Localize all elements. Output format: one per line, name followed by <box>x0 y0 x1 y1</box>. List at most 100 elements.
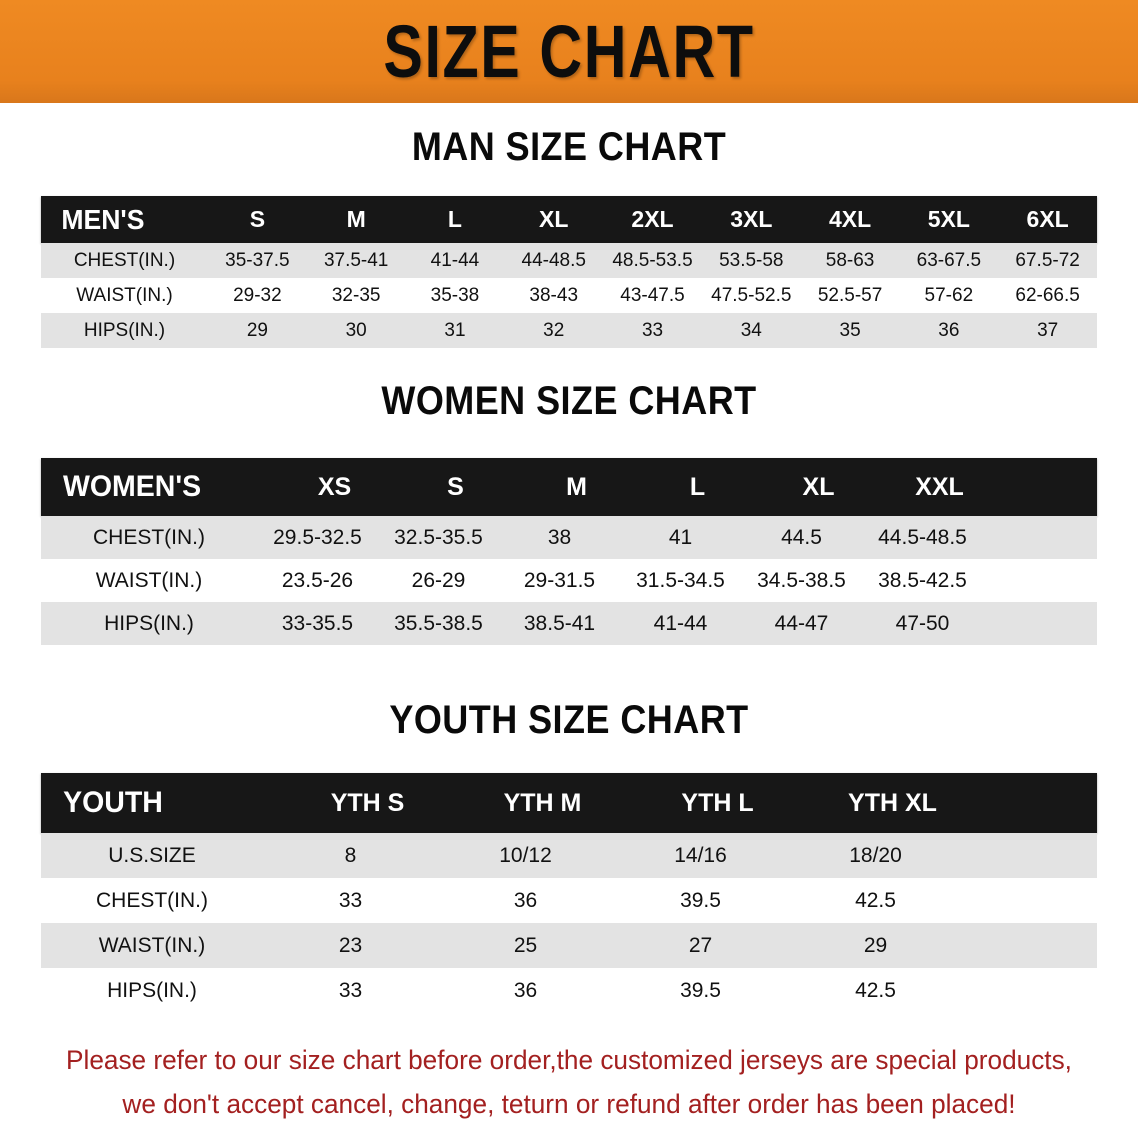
disclaimer-text: Please refer to our size chart before or… <box>17 1038 1121 1126</box>
youth-r2-c2: 27 <box>688 933 713 957</box>
man-r2-c4: 33 <box>641 319 664 341</box>
table-row: WAIST(IN.) 23 25 27 29 <box>41 923 1097 968</box>
women-row-1-label: WAIST(IN.) <box>95 568 203 592</box>
page-banner: SIZE CHART <box>0 0 1138 103</box>
youth-r1-c1: 36 <box>513 888 538 912</box>
youth-r0-c2: 14/16 <box>674 843 727 867</box>
table-row: CHEST(IN.) 29.5-32.5 32.5-35.5 38 41 44.… <box>41 516 1097 559</box>
man-col-4: 2XL <box>631 206 674 232</box>
youth-col-3: YTH XL <box>848 788 937 817</box>
man-col-8: 6XL <box>1026 206 1069 232</box>
women-table-header-row: WOMEN'S XS S M L XL XXL <box>41 458 1097 516</box>
man-r0-c8: 67.5-72 <box>1015 249 1080 271</box>
disclaimer-line-1: Please refer to our size chart before or… <box>66 1045 1072 1075</box>
man-r1-c4: 43-47.5 <box>620 284 685 306</box>
youth-r3-c1: 36 <box>513 978 538 1002</box>
man-r0-c1: 37.5-41 <box>323 249 389 271</box>
disclaimer-line-2: we don't accept cancel, change, teturn o… <box>122 1089 1016 1119</box>
women-r0-c1: 32.5-35.5 <box>394 525 483 549</box>
youth-r2-c3: 29 <box>863 933 888 957</box>
man-r2-c1: 30 <box>345 319 367 341</box>
man-col-3: XL <box>539 206 569 232</box>
man-section-title: MAN SIZE CHART <box>411 125 727 169</box>
man-r1-c2: 35-38 <box>430 284 480 306</box>
women-r2-c0: 33-35.5 <box>281 611 354 635</box>
man-col-5: 3XL <box>730 206 773 232</box>
women-r0-c2: 38 <box>547 525 572 549</box>
women-r1-c5: 38.5-42.5 <box>878 568 967 592</box>
man-col-6: 4XL <box>828 206 872 232</box>
youth-r3-c2: 39.5 <box>680 978 721 1002</box>
women-r0-c5: 44.5-48.5 <box>878 525 967 549</box>
women-col-0: XS <box>317 472 352 501</box>
man-row-1-label: WAIST(IN.) <box>76 284 173 306</box>
women-col-3: L <box>689 472 706 501</box>
women-r2-c1: 35.5-38.5 <box>394 611 483 635</box>
man-table-header-row: MEN'S S M L XL 2XL 3XL 4XL 5XL 6XL <box>41 196 1097 243</box>
man-r0-c6: 58-63 <box>825 249 875 271</box>
man-r0-c0: 35-37.5 <box>225 249 290 271</box>
youth-row-2-label: WAIST(IN.) <box>98 933 206 957</box>
women-r1-c1: 26-29 <box>411 568 466 592</box>
youth-r1-c0: 33 <box>338 888 363 912</box>
man-r0-c2: 41-44 <box>430 249 480 271</box>
youth-r0-c0: 8 <box>344 843 357 867</box>
man-r2-c8: 37 <box>1037 319 1059 341</box>
youth-col-1: YTH M <box>503 788 582 817</box>
table-row: CHEST(IN.) 35-37.5 37.5-41 41-44 44-48.5… <box>41 243 1097 278</box>
women-r1-c3: 31.5-34.5 <box>636 568 725 592</box>
man-r1-c3: 38-43 <box>529 284 579 306</box>
youth-section-title: YOUTH SIZE CHART <box>389 698 749 742</box>
man-r1-c0: 29-32 <box>233 284 282 306</box>
man-r0-c4: 48.5-53.5 <box>612 249 693 271</box>
women-r2-c2: 38.5-41 <box>523 611 596 635</box>
table-row: HIPS(IN.) 33-35.5 35.5-38.5 38.5-41 41-4… <box>41 602 1097 645</box>
youth-row-1-label: CHEST(IN.) <box>96 888 208 912</box>
man-row-0-label: CHEST(IN.) <box>73 249 176 271</box>
banner-title: SIZE CHART <box>383 9 755 93</box>
man-r2-c5: 34 <box>740 319 762 341</box>
women-r1-c0: 23.5-26 <box>281 568 354 592</box>
youth-r1-c2: 39.5 <box>680 888 721 912</box>
youth-r2-c0: 23 <box>338 933 363 957</box>
youth-col-0: YTH S <box>330 788 405 817</box>
women-r2-c5: 47-50 <box>895 611 950 635</box>
table-row: HIPS(IN.) 29 30 31 32 33 34 35 36 37 <box>41 313 1097 348</box>
women-r1-c4: 34.5-38.5 <box>757 568 846 592</box>
youth-r0-c1: 10/12 <box>499 843 552 867</box>
women-r2-c4: 44-47 <box>774 611 829 635</box>
man-r2-c0: 29 <box>246 319 268 341</box>
women-col-2: M <box>566 472 587 501</box>
man-col-7: 5XL <box>927 206 970 232</box>
man-r0-c7: 63-67.5 <box>916 249 982 271</box>
women-r0-c4: 44.5 <box>781 525 822 549</box>
table-row: HIPS(IN.) 33 36 39.5 42.5 <box>41 968 1097 1013</box>
women-col-1: S <box>447 472 464 501</box>
youth-r2-c1: 25 <box>513 933 538 957</box>
table-row: WAIST(IN.) 23.5-26 26-29 29-31.5 31.5-34… <box>41 559 1097 602</box>
youth-corner-label: YOUTH <box>63 786 163 819</box>
man-corner-label: MEN'S <box>61 203 145 235</box>
youth-table-header-row: YOUTH YTH S YTH M YTH L YTH XL <box>41 773 1097 833</box>
women-col-5: XXL <box>915 472 964 501</box>
youth-row-0-label: U.S.SIZE <box>108 843 196 867</box>
youth-r3-c3: 42.5 <box>855 978 896 1002</box>
women-r0-c0: 29.5-32.5 <box>273 525 362 549</box>
man-row-2-label: HIPS(IN.) <box>83 319 166 341</box>
women-section-title: WOMEN SIZE CHART <box>381 379 757 423</box>
man-r1-c8: 62-66.5 <box>1015 284 1080 306</box>
table-row: CHEST(IN.) 33 36 39.5 42.5 <box>41 878 1097 923</box>
man-col-2: L <box>447 206 462 232</box>
women-col-4: XL <box>802 472 835 501</box>
table-row: U.S.SIZE 8 10/12 14/16 18/20 <box>41 833 1097 878</box>
women-corner-label: WOMEN'S <box>62 470 202 503</box>
table-row: WAIST(IN.) 29-32 32-35 35-38 38-43 43-47… <box>41 278 1097 313</box>
man-r1-c5: 47.5-52.5 <box>711 284 792 306</box>
man-r0-c5: 53.5-58 <box>719 249 784 271</box>
man-r0-c3: 44-48.5 <box>521 249 586 271</box>
man-r2-c2: 31 <box>444 319 466 341</box>
youth-r0-c3: 18/20 <box>849 843 902 867</box>
women-r1-c2: 29-31.5 <box>523 568 596 592</box>
women-row-0-label: CHEST(IN.) <box>93 525 205 549</box>
man-r1-c1: 32-35 <box>331 284 381 306</box>
